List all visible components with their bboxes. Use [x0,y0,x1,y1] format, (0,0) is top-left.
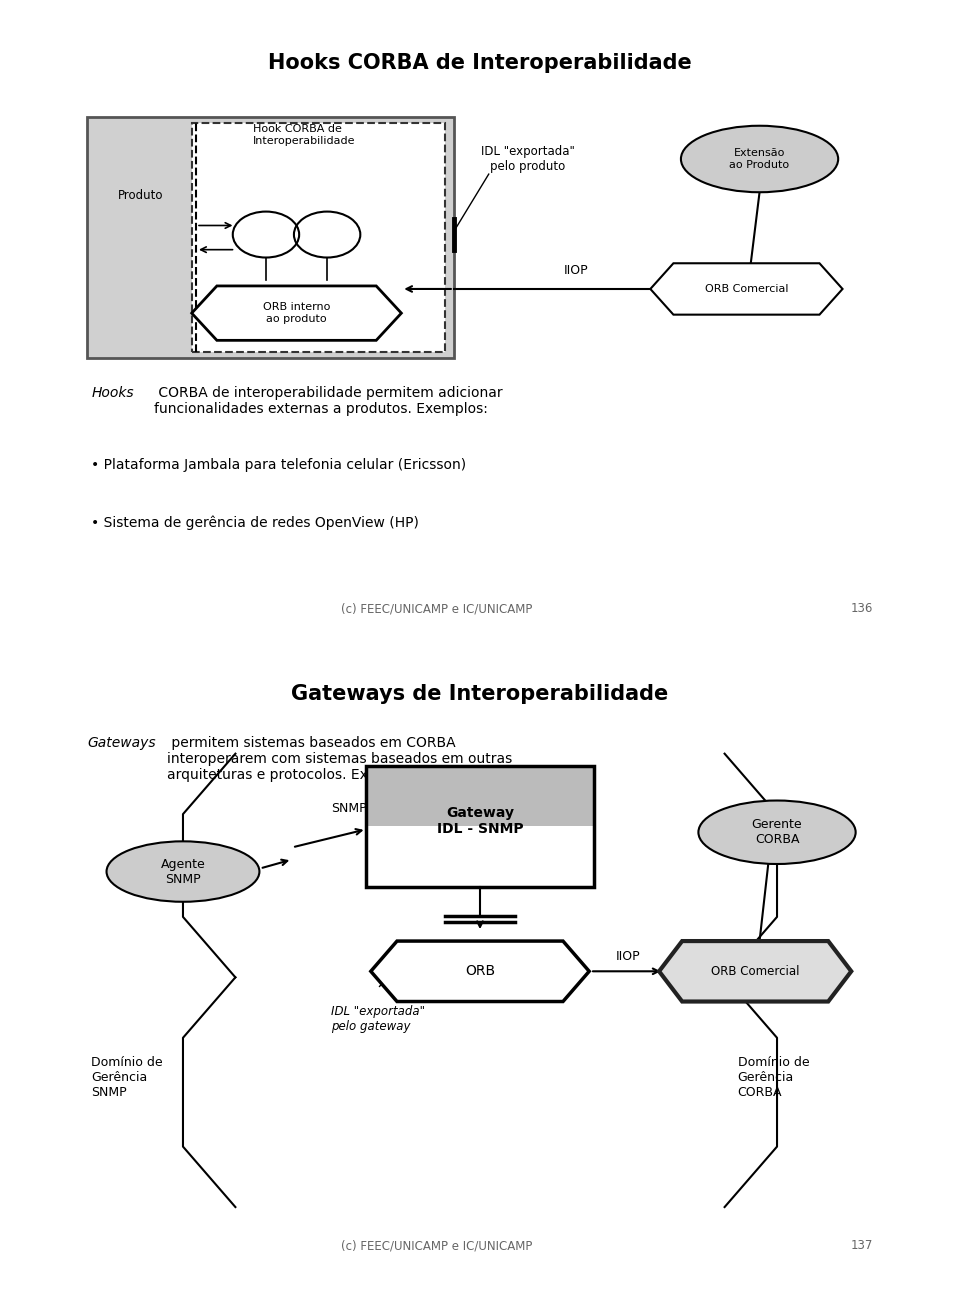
Text: Hooks CORBA de Interoperabilidade: Hooks CORBA de Interoperabilidade [268,53,692,73]
Text: IDL "exportada"
pelo produto: IDL "exportada" pelo produto [481,146,575,173]
Text: Gerente
CORBA: Gerente CORBA [752,818,803,846]
Text: • Sistema de gerência de redes OpenView (HP): • Sistema de gerência de redes OpenView … [91,516,420,530]
Text: Domínio de
Gerência
SNMP: Domínio de Gerência SNMP [91,1056,163,1098]
Text: permitem sistemas baseados em CORBA
interoperarem com sistemas baseados em outra: permitem sistemas baseados em CORBA inte… [167,736,513,781]
Text: Gateway
IDL - SNMP: Gateway IDL - SNMP [437,806,523,836]
Text: Gateways de Interoperabilidade: Gateways de Interoperabilidade [292,684,668,705]
Text: IIOP: IIOP [564,264,588,277]
Text: ORB: ORB [465,965,495,979]
FancyBboxPatch shape [192,122,445,352]
Text: CORBA de interoperabilidade permitem adicionar
funcionalidades externas a produt: CORBA de interoperabilidade permitem adi… [155,386,503,416]
FancyBboxPatch shape [367,766,593,827]
Polygon shape [371,941,589,1001]
Text: Domínio de
Gerência
CORBA: Domínio de Gerência CORBA [737,1056,809,1098]
Text: (c) FEEC/UNICAMP e IC/UNICAMP: (c) FEEC/UNICAMP e IC/UNICAMP [341,602,532,615]
Text: IDL "exportada"
pelo gateway: IDL "exportada" pelo gateway [331,1005,425,1032]
Text: Hook CORBA de
Interoperabilidade: Hook CORBA de Interoperabilidade [252,124,355,146]
Text: Extensão
ao Produto: Extensão ao Produto [730,148,790,170]
Text: (c) FEEC/UNICAMP e IC/UNICAMP: (c) FEEC/UNICAMP e IC/UNICAMP [341,1239,532,1252]
Text: ORB Comercial: ORB Comercial [705,283,788,294]
Polygon shape [660,941,852,1001]
Text: ORB interno
ao produto: ORB interno ao produto [263,303,330,324]
Polygon shape [192,286,401,341]
Text: Agente
SNMP: Agente SNMP [160,858,205,885]
Ellipse shape [681,126,838,192]
Polygon shape [650,264,843,315]
Text: ORB Comercial: ORB Comercial [711,965,800,978]
Text: SNMP: SNMP [331,802,367,815]
Text: Produto: Produto [117,188,163,202]
Text: 137: 137 [851,1239,874,1252]
Text: • Plataforma Jambala para telefonia celular (Ericsson): • Plataforma Jambala para telefonia celu… [91,458,467,472]
FancyBboxPatch shape [86,117,454,359]
FancyBboxPatch shape [367,827,593,887]
Ellipse shape [107,841,259,902]
Ellipse shape [699,801,855,864]
Text: Gateways: Gateways [86,736,156,750]
Text: 136: 136 [851,602,874,615]
Text: Hooks: Hooks [91,386,133,399]
Text: IIOP: IIOP [616,950,641,963]
